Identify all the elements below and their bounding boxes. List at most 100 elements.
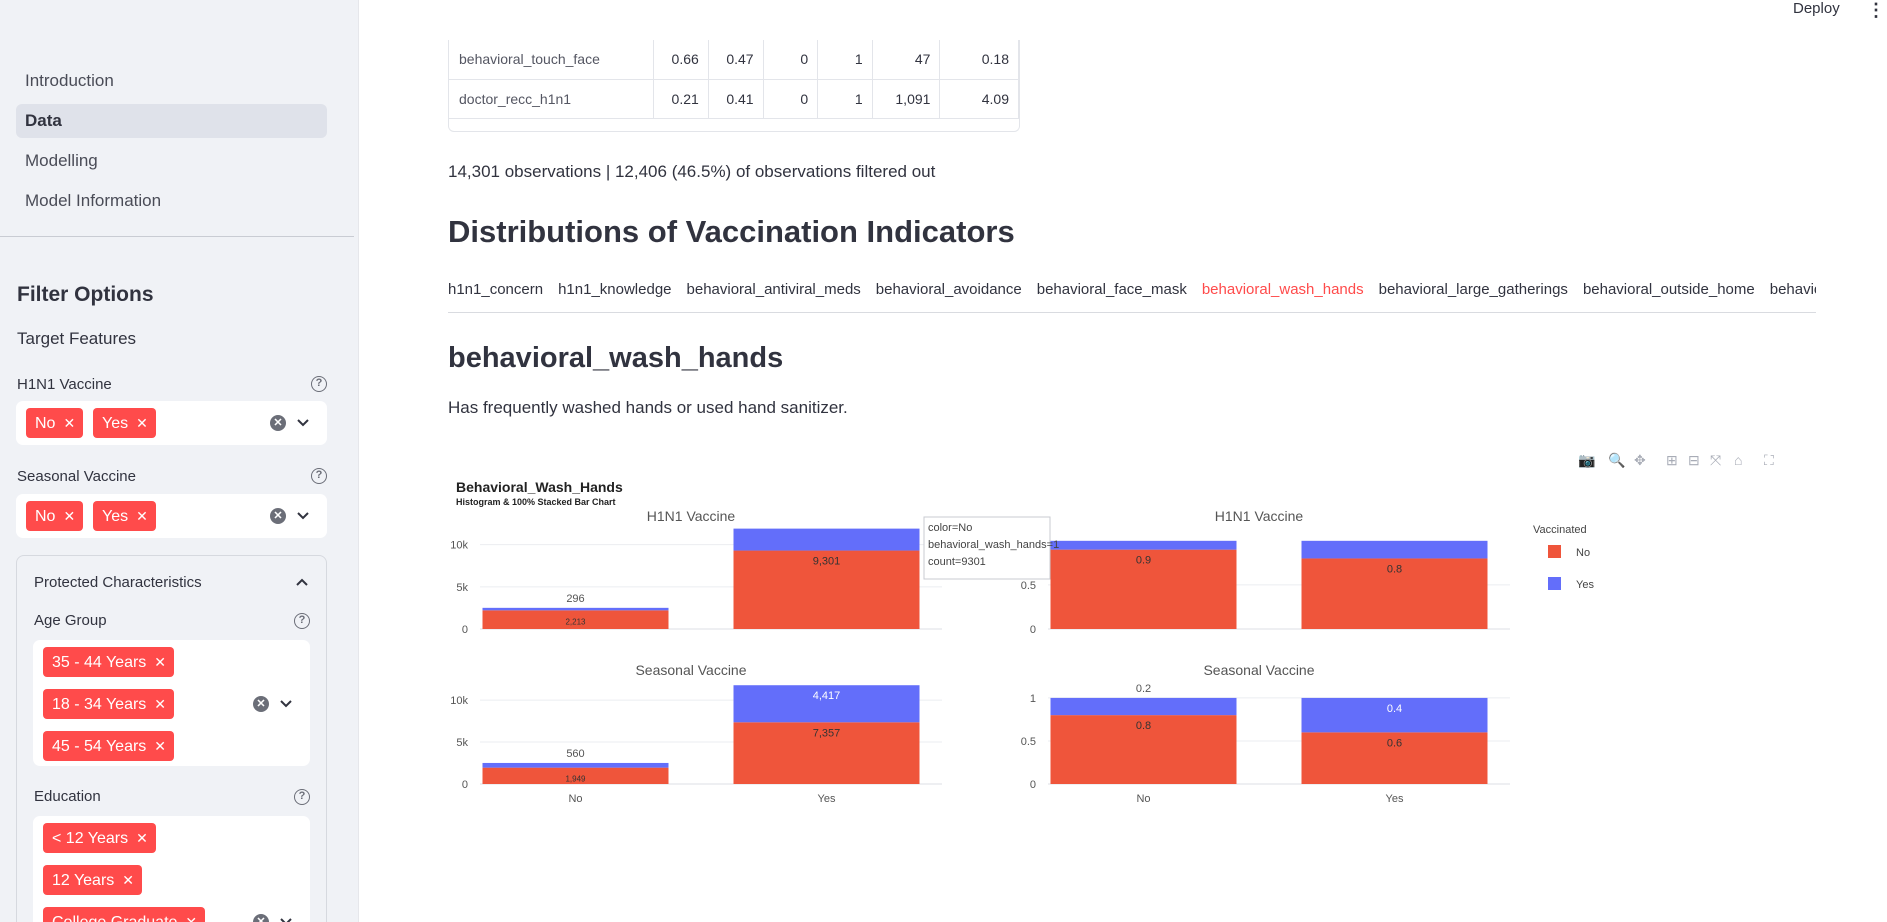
tag-edu-college[interactable]: College Graduate ✕ <box>43 907 206 922</box>
feature-description: Has frequently washed hands or used hand… <box>448 398 848 417</box>
legend-title: Vaccinated <box>1533 524 1587 536</box>
clear-all-icon[interactable]: ✕ <box>253 696 269 712</box>
y-tick-label: 10k <box>450 540 468 552</box>
clear-all-icon[interactable]: ✕ <box>253 914 269 922</box>
tag-h1n1-no[interactable]: No ✕ <box>26 408 84 438</box>
tab-behavioral-antiviral-meds[interactable]: behavioral_antiviral_meds <box>686 281 861 298</box>
bar-yes <box>733 528 920 551</box>
tag-age-35-44[interactable]: 35 - 44 Years ✕ <box>43 647 175 677</box>
chevron-up-icon[interactable] <box>295 575 309 589</box>
filter-heading: Filter Options <box>17 283 154 306</box>
sidebar-divider <box>0 236 354 237</box>
education-multiselect[interactable]: < 12 Years✕ 12 Years✕ College Graduate✕ … <box>33 816 310 922</box>
tab-behavioral-avoidance[interactable]: behavioral_avoidance <box>875 281 1022 298</box>
nav-item-model-information[interactable]: Model Information <box>25 191 162 210</box>
tab-behavioral-wash-hands[interactable]: behavioral_wash_hands <box>1202 277 1364 312</box>
tab-h1n1-knowledge[interactable]: h1n1_knowledge <box>558 281 672 298</box>
tab-behavioral-truncated[interactable]: behavior <box>1769 281 1816 298</box>
seasonal-vaccine-label: Seasonal Vaccine <box>17 468 136 485</box>
tab-behavioral-face-mask[interactable]: behavioral_face_mask <box>1036 281 1187 298</box>
age-group-multiselect[interactable]: 35 - 44 Years ✕ 18 - 34 Years ✕ 45 - 54 Ye… <box>33 640 310 766</box>
home-icon[interactable]: ⌂ <box>1734 452 1743 468</box>
chevron-down-icon[interactable] <box>279 697 293 711</box>
bar-label: 0.4 <box>1387 703 1402 715</box>
zoom-in-icon[interactable]: ⊞ <box>1666 452 1678 468</box>
bar-yes <box>1301 697 1488 733</box>
tag-label: Yes <box>102 415 129 432</box>
help-icon[interactable]: ? <box>311 468 327 484</box>
bar-label: 0.6 <box>1387 737 1402 749</box>
tab-behavioral-outside-home[interactable]: behavioral_outside_home <box>1582 281 1755 298</box>
help-icon[interactable]: ? <box>294 613 310 629</box>
remove-tag-icon[interactable]: ✕ <box>136 415 148 431</box>
tag-h1n1-yes[interactable]: Yes ✕ <box>93 408 156 438</box>
bar-label: 4,417 <box>813 690 841 702</box>
table-cell: 1,091 <box>872 79 941 119</box>
tag-edu-12[interactable]: 12 Years ✕ <box>43 865 143 895</box>
table-cell: 0.21 <box>653 79 709 119</box>
zoom-out-icon[interactable]: ⊟ <box>1688 452 1700 468</box>
table-cell: 4.09 <box>939 79 1019 119</box>
clear-all-icon[interactable]: ✕ <box>270 415 286 431</box>
x-tick-label: No <box>568 793 582 805</box>
x-tick-label: No <box>1136 793 1150 805</box>
hover-tooltip <box>923 516 1051 580</box>
kebab-menu-icon[interactable]: ⋮ <box>1867 0 1885 20</box>
panel-title: Seasonal Vaccine <box>1203 662 1314 678</box>
chart-svg[interactable]: Behavioral_Wash_Hands Histogram & 100% St… <box>440 470 1860 910</box>
chevron-down-icon[interactable] <box>296 416 310 430</box>
protected-characteristics-expander: Protected Characteristics Age Group ? 35… <box>16 555 327 922</box>
expander-title[interactable]: Protected Characteristics <box>34 574 202 591</box>
help-icon[interactable]: ? <box>294 789 310 805</box>
remove-tag-icon[interactable]: ✕ <box>63 508 76 524</box>
nav-item-introduction[interactable]: Introduction <box>25 71 114 90</box>
y-tick-label: 10k <box>450 695 468 707</box>
tag-label: 12 Years <box>52 872 115 889</box>
bar-label: 2,213 <box>565 617 586 626</box>
table-row: behavioral_touch_face 0.66 0.47 0 1 47 0… <box>449 40 1019 80</box>
remove-tag-icon[interactable]: ✕ <box>136 830 148 846</box>
tag-age-45-54[interactable]: 45 - 54 Years ✕ <box>43 731 175 761</box>
tab-h1n1-concern[interactable]: h1n1_concern <box>448 281 544 298</box>
h1n1-multiselect[interactable]: No ✕ Yes ✕ ✕ <box>16 401 327 445</box>
remove-tag-icon[interactable]: ✕ <box>154 738 167 754</box>
remove-tag-icon[interactable]: ✕ <box>154 696 167 712</box>
tag-edu-lt-12[interactable]: < 12 Years ✕ <box>43 823 156 853</box>
remove-tag-icon[interactable]: ✕ <box>185 914 198 922</box>
tag-seasonal-no[interactable]: No ✕ <box>26 501 84 531</box>
bar-no <box>1050 549 1237 629</box>
nav-item-data[interactable]: Data <box>16 104 327 138</box>
remove-tag-icon[interactable]: ✕ <box>136 508 148 524</box>
remove-tag-icon[interactable]: ✕ <box>63 415 76 431</box>
remove-tag-icon[interactable]: ✕ <box>122 872 135 888</box>
camera-icon[interactable]: 📷 <box>1578 452 1596 468</box>
seasonal-multiselect[interactable]: No ✕ Yes ✕ ✕ <box>16 494 327 538</box>
x-tick-label: Yes <box>818 793 836 805</box>
bar-label: 0.8 <box>1387 563 1402 575</box>
distribution-chart[interactable]: Behavioral_Wash_Hands Histogram & 100% St… <box>440 470 1860 910</box>
stats-table: behavioral_touch_face 0.66 0.47 0 1 47 0… <box>449 40 1019 119</box>
zoom-icon[interactable]: 🔍 <box>1608 452 1626 468</box>
tooltip-line: behavioral_wash_hands=1 <box>928 539 1059 551</box>
help-icon[interactable]: ? <box>311 376 327 392</box>
chevron-down-icon[interactable] <box>279 915 293 922</box>
table-cell: behavioral_touch_face <box>449 40 654 80</box>
bar-label: 0.2 <box>1136 683 1151 695</box>
autoscale-icon[interactable]: ⤧ <box>1710 452 1722 468</box>
tab-behavioral-large-gatherings[interactable]: behavioral_large_gatherings <box>1378 281 1568 298</box>
deploy-button[interactable]: Deploy <box>1793 0 1840 17</box>
dataframe[interactable]: behavioral_touch_face 0.66 0.47 0 1 47 0… <box>448 40 1020 132</box>
chevron-down-icon[interactable] <box>296 509 310 523</box>
chart-subtitle: Histogram & 100% Stacked Bar Chart <box>456 497 616 507</box>
remove-tag-icon[interactable]: ✕ <box>154 654 167 670</box>
target-features-label: Target Features <box>17 329 137 348</box>
tag-seasonal-yes[interactable]: Yes ✕ <box>93 501 156 531</box>
clear-all-icon[interactable]: ✕ <box>270 508 286 524</box>
pan-icon[interactable]: ✥ <box>1634 452 1646 468</box>
fullscreen-icon[interactable]: ⛶ <box>1764 452 1774 468</box>
table-cell: 0 <box>763 40 819 80</box>
nav-item-modelling[interactable]: Modelling <box>25 151 98 170</box>
tag-age-18-34[interactable]: 18 - 34 Years ✕ <box>43 689 175 719</box>
tag-label: No <box>35 508 56 525</box>
bar-no <box>482 767 669 784</box>
